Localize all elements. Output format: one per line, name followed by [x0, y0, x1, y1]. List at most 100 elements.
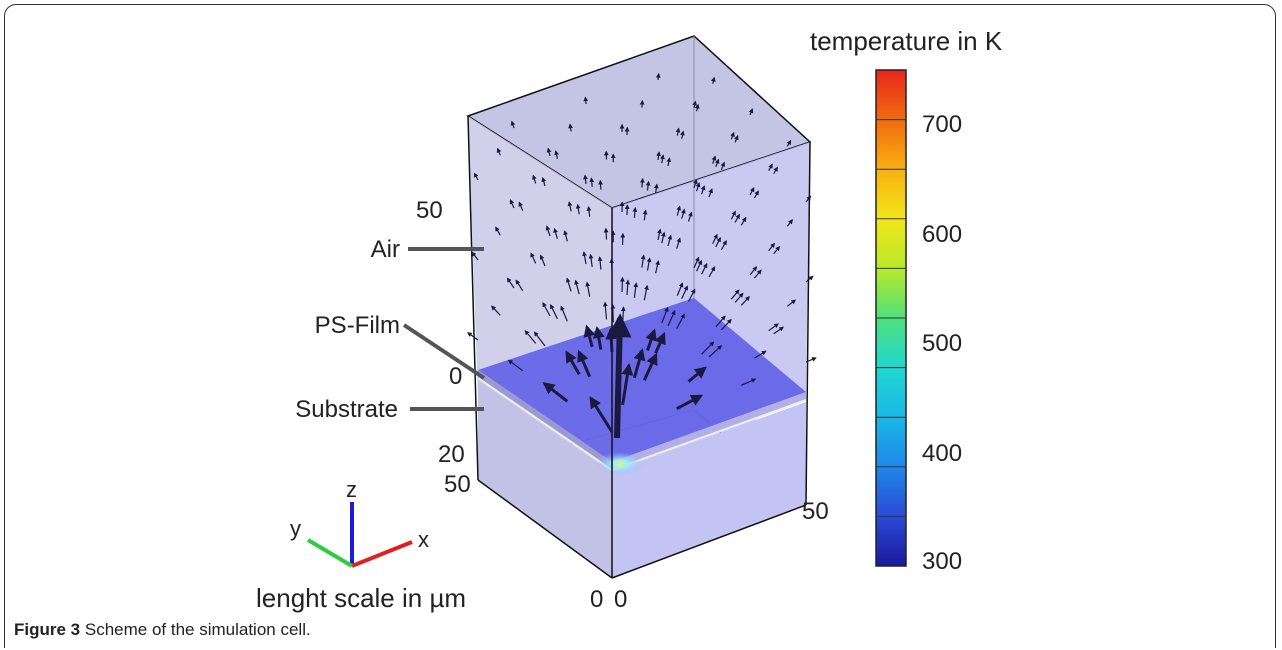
flux-arrow — [532, 174, 537, 184]
flux-arrow — [711, 155, 717, 164]
flux-arrow — [524, 330, 537, 344]
flux-arrow — [642, 352, 658, 381]
label-air: Air — [371, 236, 400, 263]
tick-origin-y: 0 — [590, 586, 603, 613]
flux-arrow — [773, 326, 784, 335]
flux-arrow — [695, 182, 701, 192]
flux-arrow — [597, 256, 603, 270]
flux-arrow — [640, 254, 646, 268]
colorbar-tick-400: 400 — [922, 440, 962, 467]
flux-arrow — [687, 288, 696, 302]
flux-arrow — [565, 350, 581, 375]
flux-arrow — [583, 174, 588, 185]
flux-arrow — [734, 135, 739, 143]
layer-leaders — [402, 247, 486, 411]
triad-x-axis — [351, 540, 413, 568]
flux-arrow — [676, 205, 682, 216]
flux-arrow — [740, 295, 750, 306]
flux-arrow — [506, 277, 515, 289]
colorbar-tick-500: 500 — [922, 330, 962, 357]
flux-arrow — [542, 382, 569, 403]
flux-arrow — [675, 127, 681, 136]
flux-arrow-central — [607, 313, 632, 439]
flux-arrow — [589, 396, 614, 433]
flux-arrow — [645, 180, 651, 191]
flux-arrow — [681, 285, 688, 299]
flux-arrow — [676, 282, 684, 296]
flux-arrow — [805, 195, 812, 203]
flux-arrow — [510, 120, 516, 129]
flux-arrow — [605, 327, 618, 353]
flux-arrow — [645, 328, 657, 351]
flux-arrow — [533, 331, 546, 347]
flux-arrow — [598, 179, 603, 190]
flux-arrow — [568, 123, 573, 132]
flux-arrow — [546, 147, 552, 157]
hotspot — [596, 452, 644, 476]
flux-arrow — [539, 254, 546, 267]
scale-label: lenght scale in µm — [256, 583, 466, 613]
triad-label-z: z — [346, 477, 357, 502]
colorbar-tick-700: 700 — [922, 111, 962, 138]
flux-arrow — [720, 318, 732, 331]
flux-arrow — [560, 305, 568, 322]
flux-arrow — [553, 227, 558, 239]
flux-arrow — [687, 211, 693, 222]
simulation-box — [466, 35, 812, 579]
flux-arrow — [676, 313, 685, 329]
flux-arrow — [509, 199, 515, 209]
flux-arrow — [574, 279, 580, 295]
flux-arrow — [720, 240, 727, 251]
figure-caption: Figure 3 Scheme of the simulation cell. — [14, 620, 311, 640]
flux-arrow — [667, 310, 676, 327]
flux-arrow — [575, 203, 581, 215]
tick-z-0: 0 — [449, 363, 462, 390]
flux-arrow — [554, 150, 559, 159]
tick-y-50: 50 — [444, 471, 471, 498]
tick-origin-x: 0 — [614, 586, 627, 613]
flux-arrow — [589, 177, 595, 187]
flux-arrow — [666, 157, 672, 167]
flux-arrow — [655, 260, 660, 274]
flux-arrow — [577, 349, 592, 378]
flux-arrow — [730, 131, 735, 140]
flux-arrow — [661, 306, 669, 324]
flux-arrow — [639, 99, 645, 108]
flux-arrow — [610, 303, 616, 323]
flux-arrow — [715, 315, 726, 328]
flux-arrow — [661, 231, 666, 244]
flux-arrow — [471, 251, 479, 261]
flux-arrow — [693, 178, 698, 189]
flux-arrow — [545, 225, 551, 237]
label-ps-film: PS-Film — [315, 312, 400, 339]
flux-arrow — [734, 292, 744, 303]
flux-arrow — [507, 359, 524, 372]
flux-arrow — [708, 345, 723, 358]
flux-arrow — [676, 237, 682, 249]
flux-arrow — [588, 253, 594, 267]
triad-label-y: y — [290, 516, 301, 541]
flux-arrow — [655, 72, 661, 81]
flux-arrow — [720, 161, 726, 171]
flux-arrow — [749, 187, 755, 196]
ps-film-surface — [478, 298, 806, 462]
caption-label: Figure 3 — [14, 620, 81, 639]
flux-arrow — [730, 210, 736, 220]
flux-arrow — [786, 299, 797, 307]
tick-z-20: 20 — [438, 441, 465, 468]
flux-arrow — [786, 219, 793, 227]
flux-arrow — [805, 275, 814, 283]
flux-arrow — [583, 96, 589, 105]
flux-arrow — [805, 357, 817, 363]
flux-arrow — [786, 139, 792, 147]
flux-arrow — [754, 350, 767, 359]
flux-arrow — [740, 216, 747, 226]
flux-arrow — [563, 230, 568, 242]
flux-arrow — [633, 282, 639, 298]
flux-arrow — [734, 213, 740, 223]
flux-arrow — [603, 227, 609, 240]
flux-arrow — [694, 103, 700, 112]
flux-arrow — [654, 331, 666, 354]
flux-arrow — [491, 305, 501, 316]
flux-arrow — [632, 206, 638, 218]
